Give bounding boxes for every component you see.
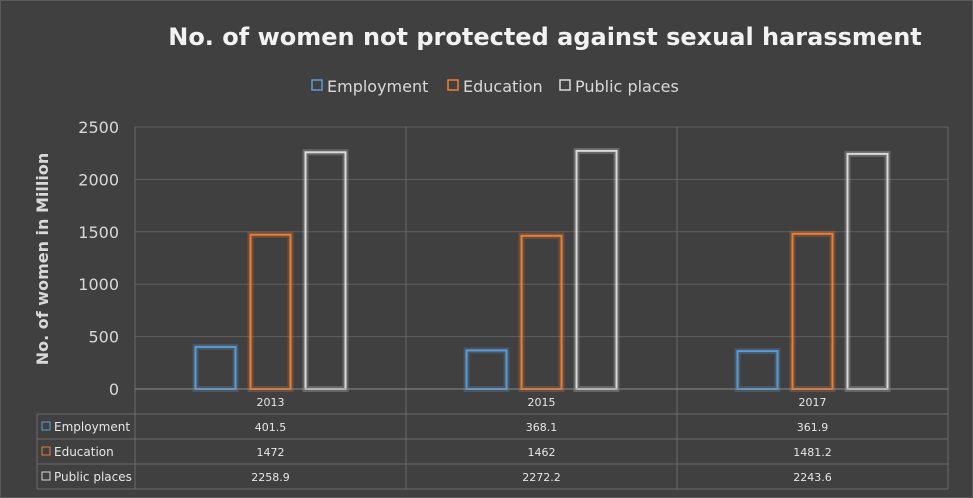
legend: Employment Education Public places — [311, 77, 679, 96]
chart-title: No. of women not protected against sexua… — [168, 23, 922, 51]
bar — [304, 151, 347, 390]
legend-key-icon — [311, 79, 323, 91]
data-label: 2243.6 — [793, 471, 832, 484]
data-table: 2013 2015 2017 Employment 401.5 368.1 361.9 Edu… — [36, 388, 948, 490]
bar — [575, 149, 618, 390]
legend-label: Employment — [327, 77, 428, 96]
y-tick-label: 2500 — [78, 118, 119, 137]
bar-glow — [302, 149, 349, 392]
table-row-label: Education — [54, 445, 114, 459]
bar-glow — [192, 343, 239, 392]
data-label: 368.1 — [526, 421, 558, 434]
bar-glow — [573, 147, 620, 392]
data-label: 2258.9 — [251, 471, 290, 484]
data-label: 1462 — [528, 446, 556, 459]
y-tick-label: 1500 — [78, 223, 119, 242]
bar — [791, 232, 834, 390]
table-row-label: Employment — [54, 420, 130, 434]
y-axis-ticks: 0 500 1000 1500 2000 2500 — [78, 118, 119, 399]
category-label: 2013 — [257, 396, 285, 409]
legend-label: Public places — [575, 77, 679, 96]
legend-key-icon — [447, 79, 459, 91]
bar-glow — [247, 231, 294, 392]
bar — [736, 350, 779, 390]
bar-glow — [734, 348, 781, 392]
bar — [465, 349, 508, 391]
y-tick-label: 2000 — [78, 170, 119, 189]
bar — [194, 345, 237, 390]
bar — [846, 152, 889, 390]
bar-glow — [463, 347, 510, 393]
bar-glow — [789, 230, 836, 392]
y-tick-label: 500 — [88, 328, 119, 347]
y-tick-label: 1000 — [78, 275, 119, 294]
y-tick-label: 0 — [109, 380, 119, 399]
table-key-icon — [41, 471, 51, 481]
gridlines — [134, 126, 949, 489]
y-axis-label: No. of women in Million — [33, 153, 52, 366]
table-row-label: Public places — [54, 470, 132, 484]
data-label: 1472 — [257, 446, 285, 459]
category-label: 2015 — [528, 396, 556, 409]
table-key-icon — [41, 421, 51, 431]
data-label: 401.5 — [255, 421, 287, 434]
bar-glow — [518, 232, 565, 392]
bar — [520, 234, 563, 390]
data-label: 1481.2 — [793, 446, 832, 459]
data-label: 361.9 — [797, 421, 829, 434]
category-label: 2017 — [799, 396, 827, 409]
bar-glow — [844, 150, 891, 392]
bar — [249, 233, 292, 390]
data-label: 2272.2 — [522, 471, 561, 484]
bars — [192, 147, 891, 393]
legend-label: Education — [463, 77, 543, 96]
table-key-icon — [41, 446, 51, 456]
legend-key-icon — [559, 79, 571, 91]
